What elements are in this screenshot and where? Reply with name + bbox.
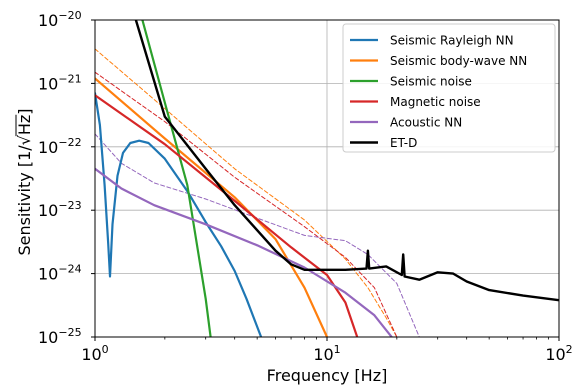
y-tick-label: 10−20 xyxy=(38,9,82,30)
legend-box xyxy=(342,23,556,153)
axis-ticks: 100 101 102 10−25 10−24 10−23 10−22 10−21 10−20 xyxy=(38,9,573,364)
sqrt-icon: √ xyxy=(15,134,34,145)
legend-label-seismic-body-wave-nn: Seismic body-wave NN xyxy=(390,54,527,68)
series-line-dashed-6 xyxy=(95,48,398,337)
y-axis-label-suffix: ] xyxy=(15,108,34,114)
y-tick-label: 10−24 xyxy=(38,263,82,284)
series-line-magnetic-noise xyxy=(95,94,359,337)
legend-label-magnetic-noise: Magnetic noise xyxy=(390,95,481,109)
y-tick-label: 10−22 xyxy=(38,136,82,157)
series-line-seismic-rayleigh-nn xyxy=(95,92,263,337)
series-line-dashed-8 xyxy=(95,133,420,337)
series-line-dashed-7 xyxy=(95,71,398,337)
legend-label-et-d: ET-D xyxy=(390,136,417,150)
legend-label-acoustic-nn: Acoustic NN xyxy=(390,116,462,130)
svg-text:Sensitivity [1/√Hz]: Sensitivity [1/√Hz] xyxy=(15,108,34,255)
x-tick-label: 102 xyxy=(545,343,572,364)
y-axis-label: Sensitivity [1/√Hz] xyxy=(15,108,34,255)
series-line-acoustic-nn xyxy=(95,167,393,337)
y-tick-label: 10−25 xyxy=(38,326,82,347)
legend-label-seismic-rayleigh-nn: Seismic Rayleigh NN xyxy=(390,34,514,48)
legend-label-seismic-noise: Seismic noise xyxy=(390,75,472,89)
legend: Seismic Rayleigh NN Seismic body-wave NN S… xyxy=(342,23,556,153)
x-tick-label: 101 xyxy=(313,343,340,364)
y-tick-label: 10−23 xyxy=(38,199,82,220)
series-line-seismic-noise xyxy=(141,20,212,337)
y-tick-label: 10−21 xyxy=(38,72,82,93)
series-line-et-d xyxy=(134,20,559,302)
x-tick-label: 100 xyxy=(81,343,108,364)
y-axis-label-prefix: Sensitivity [1/ xyxy=(15,145,34,256)
y-axis-label-unit: Hz xyxy=(15,115,34,135)
x-axis-label: Frequency [Hz] xyxy=(267,366,388,385)
series-lines xyxy=(95,20,559,337)
